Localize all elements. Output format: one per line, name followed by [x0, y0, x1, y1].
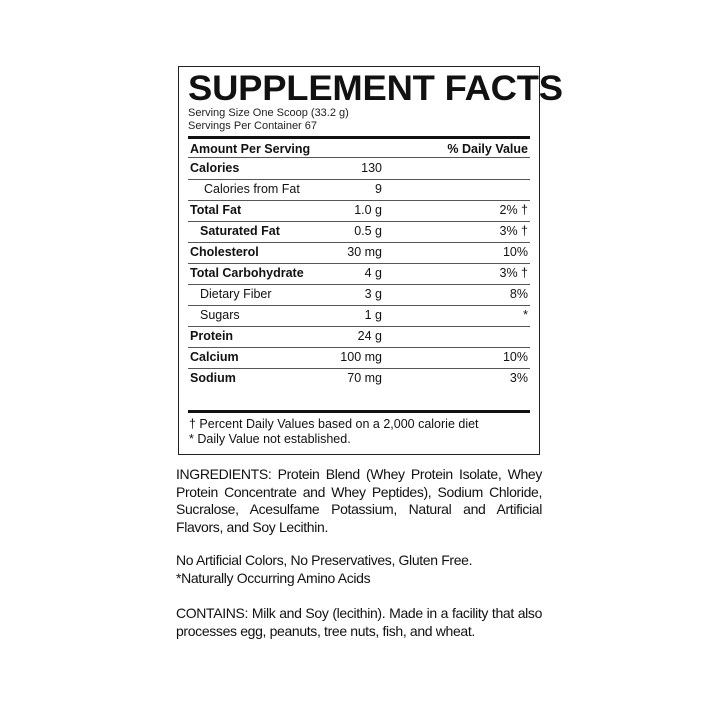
- ingredients-text: INGREDIENTS: Protein Blend (Whey Protein…: [176, 466, 542, 535]
- nutrient-name: Calories: [190, 161, 240, 175]
- nutrient-name: Protein: [190, 329, 234, 343]
- nutrient-row: Protein 24 g: [188, 326, 530, 348]
- nutrient-amount: 1 g: [364, 308, 382, 322]
- nutrient-daily-value: 3% †: [499, 224, 529, 238]
- nutrient-daily-value: 2% †: [499, 203, 529, 217]
- divider-thick-footer: [188, 410, 530, 413]
- header-amount: Amount Per Serving: [190, 142, 311, 156]
- nutrient-row: Total Fat 1.0 g 2% †: [188, 200, 530, 222]
- nutrient-daily-value: 3% †: [499, 266, 529, 280]
- nutrient-daily-value: 8%: [509, 287, 528, 301]
- nutrient-name: Sodium: [190, 371, 236, 385]
- nutrient-name: Total Fat: [190, 203, 242, 217]
- nutrient-name: Dietary Fiber: [200, 287, 272, 301]
- nutrient-amount: 3 g: [364, 287, 382, 301]
- nutrient-amount: 30 mg: [347, 245, 382, 259]
- nutrient-name: Sugars: [200, 308, 240, 322]
- supplement-facts-panel: SUPPLEMENT FACTS Serving Size One Scoop …: [178, 66, 563, 455]
- nutrient-daily-value: *: [523, 308, 528, 322]
- nutrient-amount: 130: [361, 161, 382, 175]
- nutrient-row: Cholesterol 30 mg 10%: [188, 242, 530, 264]
- nutrient-name: Calories from Fat: [204, 182, 300, 196]
- nutrient-name: Total Carbohydrate: [190, 266, 304, 280]
- nutrient-amount: 9: [375, 182, 382, 196]
- nutrient-row: Saturated Fat 0.5 g 3% †: [188, 221, 530, 243]
- nutrient-name: Cholesterol: [190, 245, 259, 259]
- serving-size: Serving Size One Scoop (33.2 g): [188, 107, 349, 119]
- nutrient-row: Dietary Fiber 3 g 8%: [188, 284, 530, 306]
- allergen-statement: CONTAINS: Milk and Soy (lecithin). Made …: [176, 605, 542, 639]
- nutrient-amount: 0.5 g: [354, 224, 382, 238]
- nutrient-amount: 24 g: [357, 329, 382, 343]
- footnote-daily-values: † Percent Daily Values based on a 2,000 …: [189, 417, 479, 431]
- header-row: Amount Per Serving % Daily Value: [188, 139, 530, 158]
- nutrient-name: Calcium: [190, 350, 239, 364]
- amino-acids-note: *Naturally Occurring Amino Acids: [176, 570, 371, 586]
- claims-line: No Artificial Colors, No Preservatives, …: [176, 552, 473, 568]
- header-daily-value: % Daily Value: [447, 142, 528, 156]
- nutrient-row: Total Carbohydrate 4 g 3% †: [188, 263, 530, 285]
- nutrient-daily-value: 3%: [509, 371, 528, 385]
- nutrient-amount: 70 mg: [347, 371, 382, 385]
- nutrient-row: Calories from Fat 9: [188, 179, 530, 201]
- nutrient-row: Sodium 70 mg 3%: [188, 368, 530, 389]
- nutrient-daily-value: 10%: [502, 245, 528, 259]
- nutrient-row: Calories 130: [188, 158, 530, 180]
- nutrient-amount: 1.0 g: [354, 203, 382, 217]
- nutrient-name: Saturated Fat: [200, 224, 280, 238]
- nutrient-amount: 100 mg: [340, 350, 382, 364]
- panel-title: SUPPLEMENT FACTS: [188, 69, 563, 108]
- nutrient-row: Sugars 1 g *: [188, 305, 530, 327]
- servings-per-container: Servings Per Container 67: [188, 120, 318, 132]
- footnote-not-established: * Daily Value not established.: [189, 432, 351, 446]
- nutrient-amount: 4 g: [364, 266, 382, 280]
- nutrient-row: Calcium 100 mg 10%: [188, 347, 530, 369]
- divider-thick: [188, 136, 530, 139]
- nutrient-daily-value: 10%: [502, 350, 528, 364]
